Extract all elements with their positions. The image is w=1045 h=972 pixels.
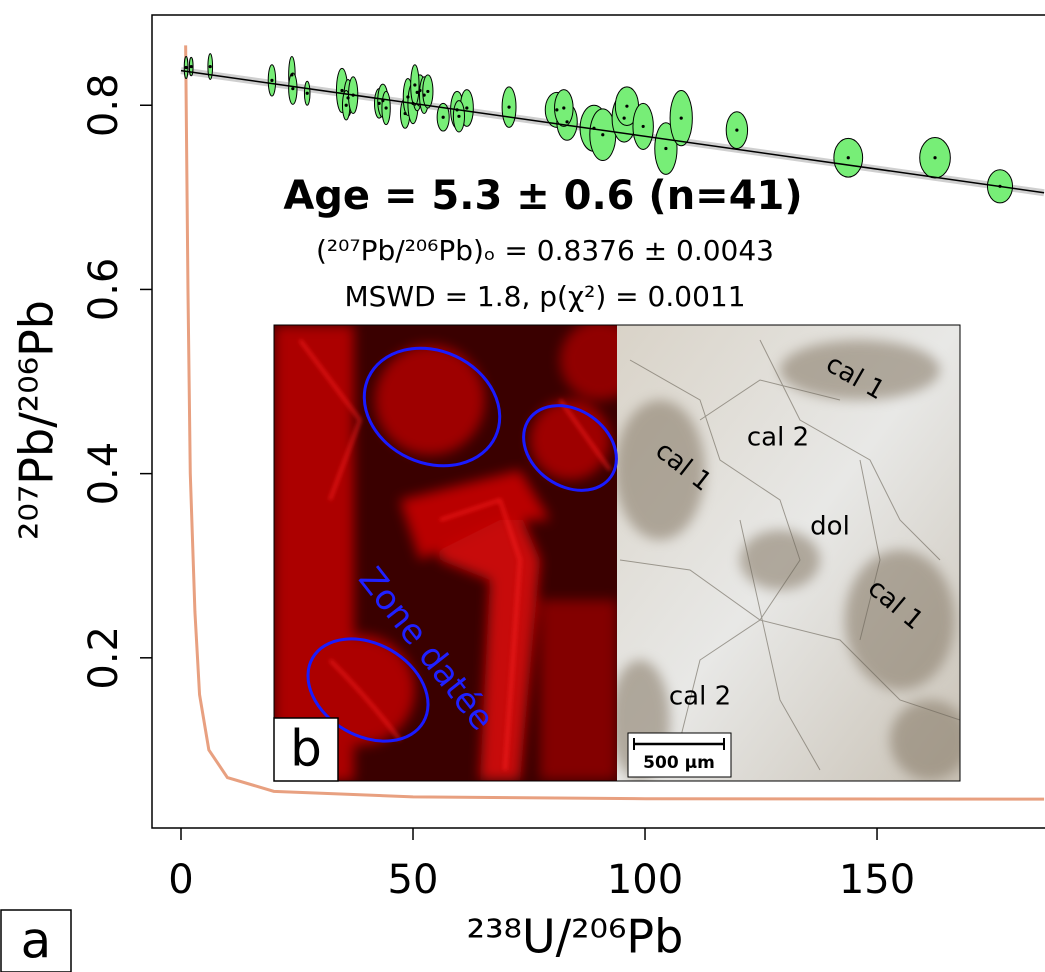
panel-label: b <box>290 720 322 778</box>
point-center <box>426 89 430 94</box>
point-center <box>592 126 596 130</box>
point-center <box>340 88 344 93</box>
point-center <box>998 184 1002 188</box>
scale-label: 500 µm <box>643 753 715 773</box>
point-center <box>415 90 419 94</box>
y-tick-label: 0.4 <box>81 442 127 506</box>
point-center <box>406 95 410 99</box>
point-center <box>625 104 629 108</box>
point-center <box>189 64 193 69</box>
y-tick-label: 0.6 <box>81 258 127 322</box>
point-center <box>403 111 407 116</box>
scale-box <box>627 732 732 778</box>
y-tick-label: 0.2 <box>81 626 127 690</box>
point-center <box>846 156 850 160</box>
point-center <box>351 93 355 97</box>
annotation: cal 2 <box>669 682 731 712</box>
subtitle: (²⁰⁷Pb/²⁰⁶Pb)ₒ = 0.8376 ± 0.0043 <box>316 234 774 267</box>
annotation: dol <box>810 512 850 542</box>
point-center <box>664 146 668 151</box>
point-center <box>411 101 415 106</box>
point-center <box>622 116 626 120</box>
y-axis-label: ²⁰⁷Pb/²⁰⁶Pb <box>10 300 64 540</box>
point-center <box>562 106 566 110</box>
plot-area <box>180 45 1045 801</box>
point-center <box>384 106 388 110</box>
point-center <box>641 124 645 129</box>
point-center <box>377 101 381 106</box>
subtitle: MSWD = 1.8, p(χ²) = 0.0011 <box>344 280 745 313</box>
point-center <box>422 93 426 97</box>
point-center <box>184 65 188 70</box>
x-tick-label: 50 <box>388 857 439 903</box>
panel-label: a <box>21 912 52 970</box>
point-center <box>290 73 294 77</box>
point-center <box>507 105 511 109</box>
point-center <box>601 133 605 137</box>
point-center <box>465 106 469 110</box>
point-center <box>418 88 422 93</box>
point-center <box>344 103 348 107</box>
plot-frame <box>151 14 1045 829</box>
point-center <box>381 99 385 103</box>
annotation: cal 2 <box>747 423 809 453</box>
x-tick-label: 100 <box>607 857 683 903</box>
point-center <box>555 108 559 112</box>
point-center <box>305 91 309 95</box>
point-center <box>457 114 461 118</box>
point-center <box>679 116 683 120</box>
point-center <box>441 115 445 119</box>
regression-line <box>180 69 1045 194</box>
y-tick-label: 0.8 <box>81 73 127 137</box>
point-center <box>413 83 417 87</box>
chart-title: Age = 5.3 ± 0.6 (n=41) <box>283 173 802 219</box>
point-center <box>565 120 569 124</box>
x-axis-label: ²³⁸U/²⁰⁶Pb <box>467 910 684 964</box>
cl-photo <box>274 325 617 781</box>
x-tick-label: 150 <box>839 857 915 903</box>
point-center <box>933 156 937 160</box>
point-center <box>735 128 739 132</box>
point-center <box>270 78 274 82</box>
microscope-photo <box>617 325 960 781</box>
dated-zones <box>306 346 618 743</box>
label-box <box>273 717 339 782</box>
label-box <box>0 909 72 972</box>
concordia-curve <box>184 45 1045 801</box>
point-center <box>291 87 295 91</box>
x-tick-label: 0 <box>168 857 193 903</box>
point-center <box>208 64 212 69</box>
point-center <box>455 108 459 112</box>
point-center <box>346 96 350 100</box>
